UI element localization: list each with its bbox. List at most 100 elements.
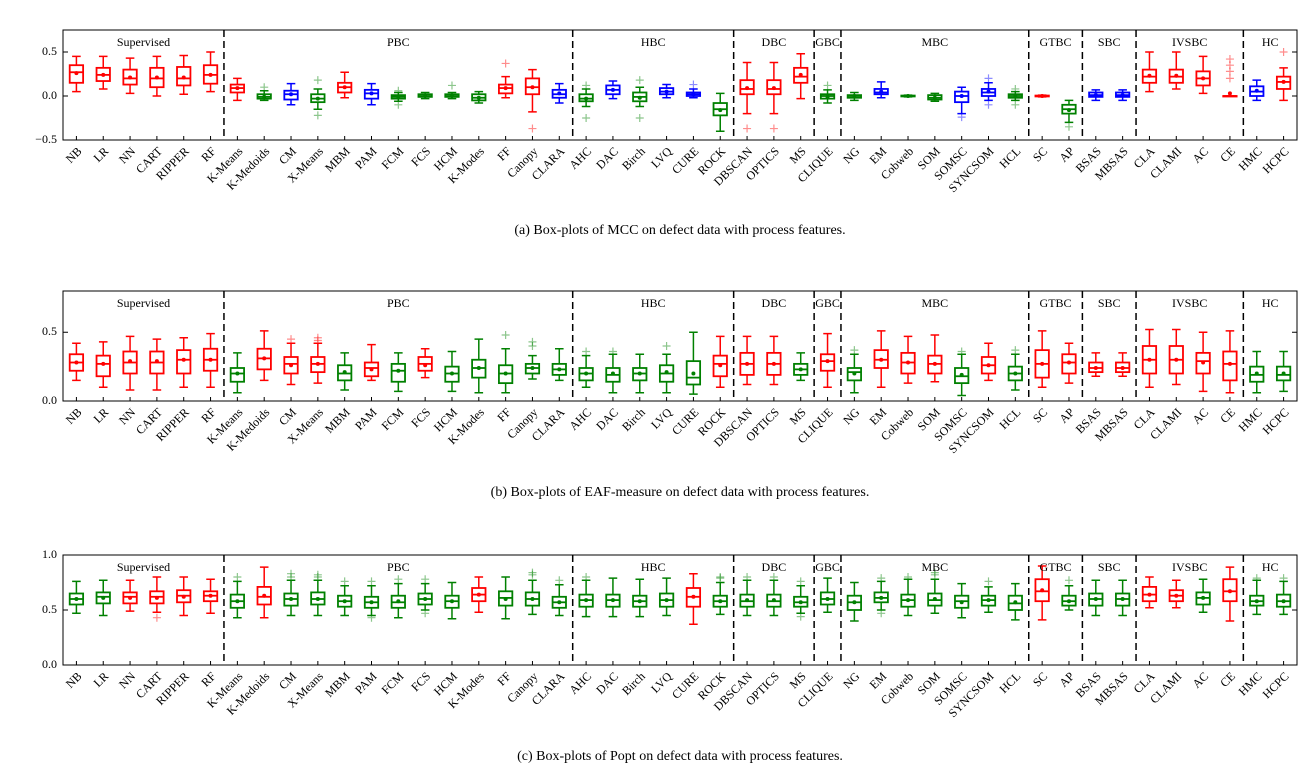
whisker-low [1225,601,1235,622]
whisker-low [233,607,242,619]
mean [208,72,213,77]
mean [449,371,454,376]
whisker-high [554,583,564,597]
whisker-high [233,352,242,368]
mean [637,95,642,100]
whisker-high [340,71,349,83]
group-label: GBC [815,35,840,49]
whisker-high [1145,576,1154,587]
mean [1147,73,1152,78]
x-tick-label: CURE [669,144,702,177]
whisker-low [1225,380,1235,394]
flier [582,114,591,122]
mean [986,363,991,368]
whisker-high [796,352,806,364]
x-tick-label: FCS [408,405,433,430]
flier [904,573,913,581]
group-label: Supervised [117,560,170,574]
y-tick-label: 0.0 [42,393,57,407]
whisker-high [179,576,189,591]
whisker-high [930,578,940,594]
whisker-high [340,585,349,596]
mean [932,361,937,366]
mean [664,598,669,603]
mean [557,600,562,605]
whisker-low [206,601,215,615]
whisker-low [581,606,591,618]
whisker-low [823,604,832,613]
whisker-low [850,610,859,622]
x-tick-label: PAM [352,669,380,697]
whisker-low [72,82,81,93]
flier [1225,74,1234,83]
x-tick-label: MBM [322,144,353,175]
group-label: GTBC [1040,35,1072,49]
x-tick-label: NB [63,405,85,427]
x-tick-label: AP [1056,144,1077,165]
flier [1011,346,1020,355]
x-tick-label: RF [198,669,219,690]
whisker-low [689,606,698,626]
x-tick-label: FCM [379,144,407,172]
mean [584,371,589,376]
whisker-high [447,350,457,367]
whisker-low [1145,601,1154,609]
whisker-high [608,353,618,368]
group-label: SBC [1098,296,1121,310]
x-tick-label: NG [840,144,862,166]
x-tick-label: PAM [352,405,380,433]
mean [154,595,159,600]
x-tick-label: HMC [1236,144,1265,173]
mean [476,95,481,100]
whisker-low [1198,85,1208,95]
x-tick-label: FCS [408,144,433,169]
x-tick-label: HMC [1236,669,1265,698]
flier [957,347,966,356]
whisker-low [474,601,484,613]
flier [447,81,456,90]
x-tick-label: DAC [593,669,621,697]
flier [528,124,537,133]
mean [289,597,294,601]
mean [342,599,347,604]
whisker-low [876,602,886,611]
x-tick-label: AHC [566,669,594,697]
x-tick-label: NG [840,669,862,691]
x-tick-label: DAC [593,405,621,433]
mean [476,592,481,597]
whisker-high [769,61,779,81]
flier [582,573,591,581]
x-tick-label: HCL [997,405,1024,432]
flier [1279,48,1288,56]
flier [877,609,886,618]
flier [313,573,322,581]
flier [421,609,430,618]
whisker-high [608,577,618,595]
whisker-low [474,377,484,394]
x-tick-label: MBM [322,405,353,436]
whisker-high [474,576,484,588]
whisker-high [742,579,752,595]
mean [74,360,79,365]
whisker-low [259,604,269,619]
whisker-high [233,77,242,85]
whisker-low [72,604,81,615]
whisker-low [340,606,349,617]
mean [1227,589,1232,594]
whisker-low [313,102,323,110]
flier [313,111,322,120]
mean [1093,93,1098,98]
flier [582,81,591,90]
group-label: DBC [762,35,787,49]
mean [1201,76,1206,81]
mean [1040,588,1045,593]
flier [287,335,296,344]
whisker-high [286,579,296,594]
mean [342,85,347,90]
y-tick-label: 1.0 [42,547,57,561]
group-label: HC [1262,296,1279,310]
mean [181,594,186,599]
x-tick-label: MS [787,405,809,427]
mean [503,597,508,601]
whisker-high [152,338,162,352]
